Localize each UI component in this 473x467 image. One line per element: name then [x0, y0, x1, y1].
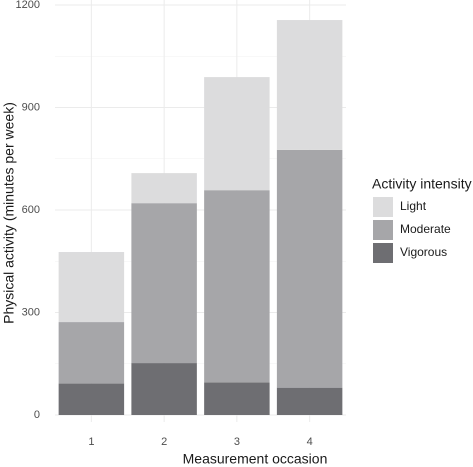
- bar-segment: [131, 173, 197, 204]
- y-axis-title: Physical activity (minutes per week): [1, 102, 17, 324]
- bar-segment: [276, 20, 343, 150]
- bar-segment: [58, 322, 125, 384]
- legend-swatch: [373, 197, 393, 217]
- bar-segment: [131, 203, 197, 364]
- y-tick-label: 900: [22, 101, 40, 113]
- x-tick-label: 2: [161, 436, 167, 448]
- legend-label: Vigorous: [400, 245, 447, 259]
- legend-label: Light: [400, 199, 427, 213]
- legend-label: Moderate: [400, 222, 451, 236]
- x-axis-title: Measurement occasion: [183, 451, 328, 467]
- bar-segment: [204, 382, 270, 415]
- y-tick-label: 1200: [16, 0, 40, 11]
- legend-title: Activity intensity: [372, 176, 472, 192]
- x-tick-label: 1: [88, 436, 94, 448]
- y-tick-label: 300: [22, 306, 40, 318]
- bar-segment: [204, 77, 270, 191]
- bar-segment: [204, 190, 270, 383]
- bar-segment: [131, 363, 197, 415]
- bar-segment: [276, 387, 343, 415]
- legend-swatch: [373, 243, 393, 263]
- x-tick-label: 3: [234, 436, 240, 448]
- bar-segment: [276, 149, 343, 388]
- legend-swatch: [373, 220, 393, 240]
- bar-segment: [58, 252, 125, 323]
- bar-segment: [58, 383, 125, 415]
- y-tick-label: 0: [34, 409, 40, 421]
- x-tick-label: 4: [307, 436, 313, 448]
- y-tick-label: 600: [22, 204, 40, 216]
